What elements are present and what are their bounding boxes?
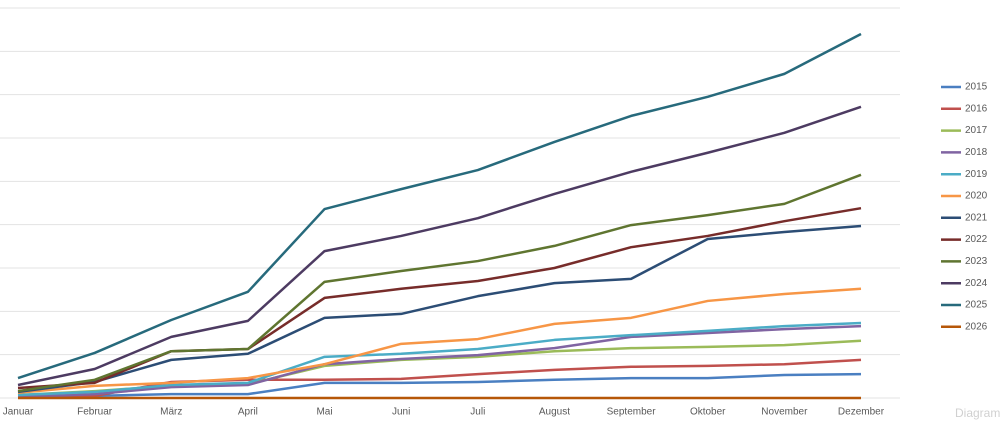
x-tick-label: Juli [470, 407, 485, 418]
line-series [17, 224, 862, 394]
x-tick-label: März [160, 407, 182, 418]
line-series [17, 287, 862, 395]
line-series [17, 321, 862, 397]
legend-label: 2017 [965, 125, 988, 136]
legend-label: 2020 [965, 191, 988, 202]
x-tick-label: Oktober [690, 407, 726, 418]
watermark: Diagram [955, 406, 1000, 420]
line-series [17, 372, 862, 399]
legend-label: 2016 [965, 103, 988, 114]
x-tick-label: August [539, 407, 570, 418]
line-series [17, 105, 862, 387]
x-tick-label: Juni [392, 407, 410, 418]
legend-label: 2024 [965, 278, 988, 289]
line-series [17, 324, 862, 399]
legend-label: 2022 [965, 234, 988, 245]
x-tick-label: April [238, 407, 258, 418]
legend-label: 2015 [965, 82, 988, 93]
legend-label: 2025 [965, 300, 988, 311]
legend-label: 2021 [965, 212, 988, 223]
x-tick-label: September [607, 407, 657, 418]
legend-label: 2019 [965, 169, 988, 180]
x-tick-label: Dezember [838, 407, 885, 418]
legend-label: 2026 [965, 321, 988, 332]
x-tick-label: Februar [77, 407, 113, 418]
legend-label: 2023 [965, 256, 988, 267]
legend-label: 2018 [965, 147, 988, 158]
x-tick-label: November [761, 407, 808, 418]
x-tick-label: Mai [316, 407, 332, 418]
line-series [17, 32, 862, 380]
line-series [17, 173, 862, 393]
x-tick-label: Januar [3, 407, 34, 418]
